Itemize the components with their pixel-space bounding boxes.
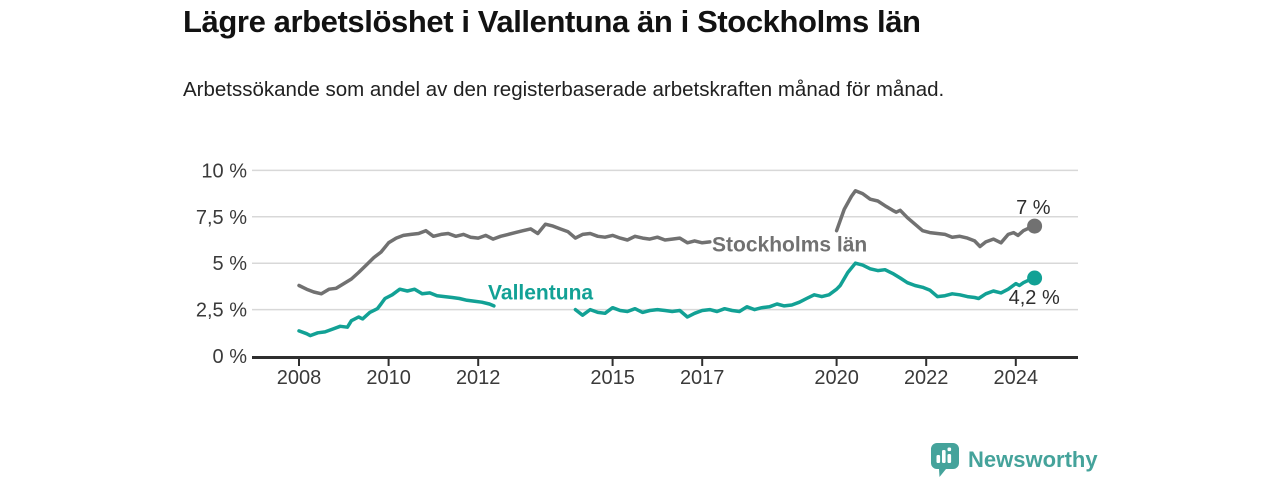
y-tick-label: 5 % <box>213 253 248 275</box>
newsworthy-wordmark: Newsworthy <box>968 447 1098 472</box>
x-tick-label: 2022 <box>904 367 949 389</box>
series-label-vallentuna: Vallentuna <box>488 281 593 304</box>
series-line-vallentuna <box>297 287 496 338</box>
series-line-stockholms-l-n <box>297 222 712 296</box>
newsworthy-attribution: Newsworthy <box>931 443 1098 477</box>
x-tick-label: 2010 <box>366 367 411 389</box>
page-title: Lägre arbetslöshet i Vallentuna än i Sto… <box>183 4 921 39</box>
y-tick-label: 7,5 % <box>196 207 247 229</box>
y-tick-label: 2,5 % <box>196 300 247 322</box>
y-tick-label: 0 % <box>213 346 248 368</box>
series-end-dot-stockholms-l-n <box>1027 218 1043 234</box>
y-tick-label: 10 % <box>201 160 247 182</box>
series-line-vallentuna <box>573 261 1037 319</box>
series-end-dot-vallentuna <box>1027 270 1043 286</box>
series-line-stockholms-l-n <box>834 189 1037 249</box>
x-tick-label: 2017 <box>680 367 725 389</box>
x-tick-label: 2008 <box>277 367 322 389</box>
series-label-stockholms-l-n: Stockholms län <box>712 234 867 257</box>
series-end-value-stockholms-l-n: 7 % <box>1016 197 1051 219</box>
x-tick-label: 2024 <box>994 367 1039 389</box>
x-tick-label: 2015 <box>590 367 635 389</box>
series-end-value-vallentuna: 4,2 % <box>1009 287 1060 309</box>
x-tick-label: 2012 <box>456 367 501 389</box>
x-tick-label: 2020 <box>814 367 859 389</box>
newsworthy-logo-icon <box>931 443 959 477</box>
chart-subtitle: Arbetssökande som andel av den registerb… <box>183 78 945 101</box>
logo-bars-icon <box>936 447 952 463</box>
